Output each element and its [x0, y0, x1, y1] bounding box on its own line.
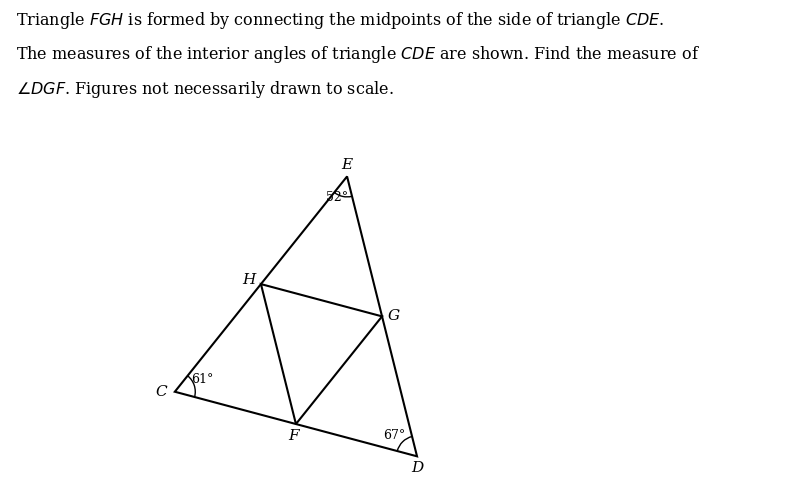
- Text: C: C: [155, 385, 167, 399]
- Text: D: D: [411, 461, 423, 475]
- Text: F: F: [288, 429, 298, 443]
- Text: E: E: [342, 158, 353, 171]
- Text: H: H: [242, 273, 256, 287]
- Text: 52°: 52°: [326, 192, 349, 205]
- Text: The measures of the interior angles of triangle $CDE$ are shown. Find the measur: The measures of the interior angles of t…: [16, 44, 700, 66]
- Text: 61°: 61°: [192, 373, 214, 386]
- Text: $\angle DGF$. Figures not necessarily drawn to scale.: $\angle DGF$. Figures not necessarily dr…: [16, 79, 394, 100]
- Text: Triangle $FGH$ is formed by connecting the midpoints of the side of triangle $CD: Triangle $FGH$ is formed by connecting t…: [16, 10, 664, 31]
- Text: G: G: [388, 309, 400, 324]
- Text: 67°: 67°: [383, 429, 406, 442]
